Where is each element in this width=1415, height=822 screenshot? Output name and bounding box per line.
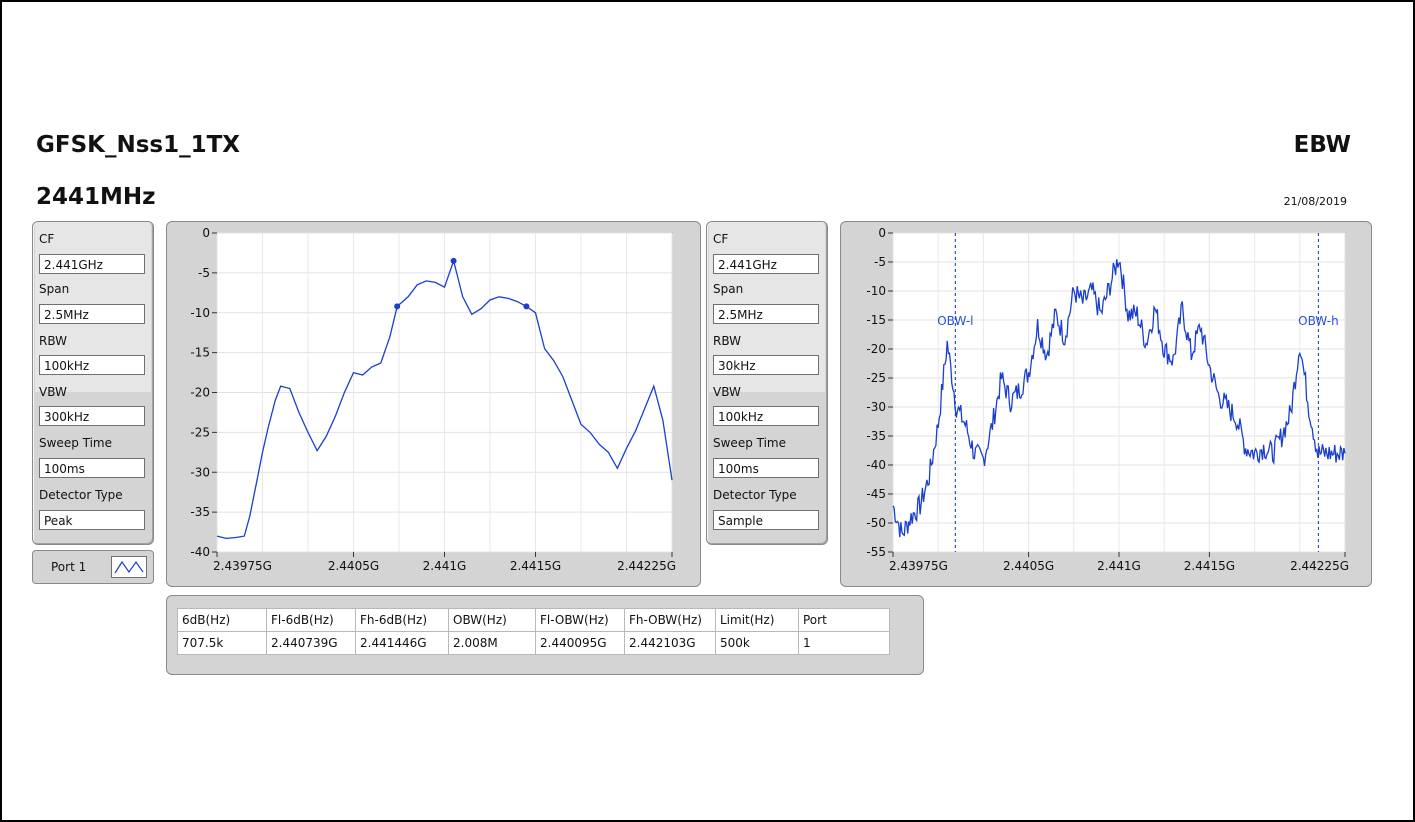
x-tick-label: 2.4405G [1003, 559, 1054, 573]
report-date: 21/08/2019 [1283, 195, 1347, 208]
trace-marker [394, 303, 401, 310]
y-tick-label: -45 [866, 487, 886, 501]
y-tick-label: -40 [866, 458, 886, 472]
detector-type-label: Detector Type [39, 488, 123, 502]
x-tick-label: 2.441G [423, 559, 467, 573]
cell-fl-6db: 2.440739G [266, 631, 356, 655]
obw-marker-label: OBW-h [1298, 314, 1339, 328]
detector-type-field[interactable]: Sample [713, 510, 819, 530]
y-tick-label: 0 [202, 226, 210, 240]
vbw-field[interactable]: 300kHz [39, 406, 145, 426]
col-header: Limit(Hz) [715, 608, 799, 632]
span-field[interactable]: 2.5MHz [39, 304, 145, 324]
y-tick-label: 0 [878, 226, 886, 240]
y-tick-label: -5 [874, 255, 886, 269]
y-tick-label: -20 [866, 342, 886, 356]
settings-panel-right: CF 2.441GHz Span 2.5MHz RBW 30kHz VBW 10… [706, 221, 828, 545]
rbw-label: RBW [39, 334, 68, 348]
y-tick-label: -25 [866, 371, 886, 385]
y-tick-label: -25 [190, 425, 210, 439]
col-header: OBW(Hz) [448, 608, 536, 632]
cf-label: CF [39, 232, 55, 246]
sweep-time-field[interactable]: 100ms [39, 458, 145, 478]
y-tick-label: -15 [866, 313, 886, 327]
table-row: 707.5k 2.440739G 2.441446G 2.008M 2.4400… [177, 631, 890, 655]
span-label: Span [39, 282, 70, 296]
y-tick-label: -10 [190, 306, 210, 320]
rbw-field[interactable]: 100kHz [39, 355, 145, 375]
y-tick-label: -30 [190, 465, 210, 479]
cf-field[interactable]: 2.441GHz [39, 254, 145, 274]
test-frequency: 2441MHz [36, 184, 156, 210]
vbw-label: VBW [39, 385, 67, 399]
measurement-mode: EBW [1293, 132, 1351, 158]
x-tick-label: 2.43975G [213, 559, 272, 573]
table-header-row: 6dB(Hz) Fl-6dB(Hz) Fh-6dB(Hz) OBW(Hz) Fl… [177, 608, 890, 632]
results-table: 6dB(Hz) Fl-6dB(Hz) Fh-6dB(Hz) OBW(Hz) Fl… [177, 608, 890, 655]
spectrum-trace [216, 258, 673, 540]
col-header: Fl-OBW(Hz) [535, 608, 625, 632]
y-tick-label: -10 [866, 284, 886, 298]
span-field[interactable]: 2.5MHz [713, 304, 819, 324]
vbw-label: VBW [713, 385, 741, 399]
cell-fh-6db: 2.441446G [355, 631, 449, 655]
col-header: Fh-OBW(Hz) [624, 608, 716, 632]
detector-type-field[interactable]: Peak [39, 510, 145, 530]
y-tick-label: -40 [190, 545, 210, 559]
y-tick-label: -55 [866, 545, 886, 559]
results-panel: 6dB(Hz) Fl-6dB(Hz) Fh-6dB(Hz) OBW(Hz) Fl… [166, 595, 924, 675]
col-header: 6dB(Hz) [177, 608, 267, 632]
x-tick-label: 2.4415G [1184, 559, 1235, 573]
obw-marker-label: OBW-l [937, 314, 973, 328]
x-tick-label: 2.4405G [328, 559, 379, 573]
cf-field[interactable]: 2.441GHz [713, 254, 819, 274]
x-tick-label: 2.4415G [510, 559, 561, 573]
test-title: GFSK_Nss1_1TX [36, 132, 241, 158]
settings-panel-left: CF 2.441GHz Span 2.5MHz RBW 100kHz VBW 3… [32, 221, 154, 545]
col-header: Port [798, 608, 890, 632]
cell-limit: 500k [715, 631, 799, 655]
chart-panel-left: 0 -5 -10 -15 -20 -25 -30 -35 -40 2.43975G 2.4405G 2… [166, 221, 701, 587]
waveform-icon [111, 556, 147, 578]
trace-marker [523, 303, 530, 310]
rbw-field[interactable]: 30kHz [713, 355, 819, 375]
spectrum-trace [892, 259, 1346, 538]
y-tick-label: -35 [190, 505, 210, 519]
col-header: Fh-6dB(Hz) [355, 608, 449, 632]
x-tick-label: 2.44225G [617, 559, 676, 573]
chart-panel-right: 0 -5 -10 -15 -20 -25 -30 -35 -40 -45 -50 -55 2.43975… [840, 221, 1372, 587]
y-tick-label: -30 [866, 400, 886, 414]
sweep-time-label: Sweep Time [713, 436, 786, 450]
vbw-field[interactable]: 100kHz [713, 406, 819, 426]
cell-fl-obw: 2.440095G [535, 631, 625, 655]
y-tick-label: -15 [190, 346, 210, 360]
sweep-time-field[interactable]: 100ms [713, 458, 819, 478]
cell-obw: 2.008M [448, 631, 536, 655]
cell-port: 1 [798, 631, 890, 655]
y-tick-label: -35 [866, 429, 886, 443]
cell-fh-obw: 2.442103G [624, 631, 716, 655]
port-label: Port 1 [51, 560, 87, 574]
sweep-time-label: Sweep Time [39, 436, 112, 450]
y-tick-label: -20 [190, 386, 210, 400]
detector-type-label: Detector Type [713, 488, 797, 502]
x-tick-label: 2.441G [1097, 559, 1141, 573]
port-selector[interactable]: Port 1 [32, 550, 154, 584]
x-tick-label: 2.43975G [889, 559, 948, 573]
x-tick-label: 2.44225G [1290, 559, 1349, 573]
trace-marker [450, 257, 457, 264]
col-header: Fl-6dB(Hz) [266, 608, 356, 632]
span-label: Span [713, 282, 744, 296]
y-tick-label: -50 [866, 516, 886, 530]
cell-6db: 707.5k [177, 631, 267, 655]
rbw-label: RBW [713, 334, 742, 348]
spectrum-chart-obw: 0 -5 -10 -15 -20 -25 -30 -35 -40 -45 -50 -552.43975… [866, 226, 1349, 573]
y-tick-label: -5 [198, 266, 210, 280]
spectrum-chart-6db: 0 -5 -10 -15 -20 -25 -30 -35 -402.43975G 2.4405G 2… [190, 226, 676, 573]
cf-label: CF [713, 232, 729, 246]
